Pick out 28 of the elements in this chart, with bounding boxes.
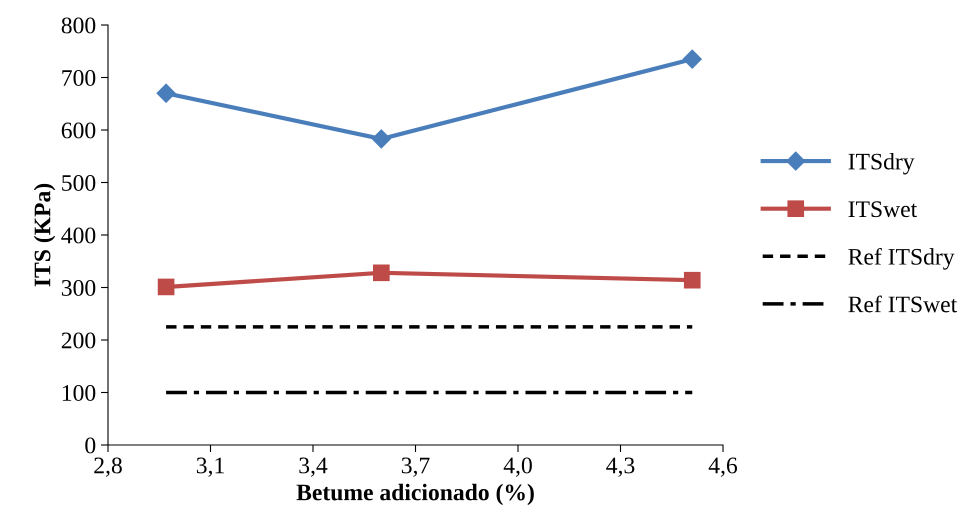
y-tick-label: 800 [62, 17, 96, 34]
point [372, 129, 391, 148]
point [156, 84, 176, 103]
x-tick-label: 3,4 [299, 458, 328, 477]
y-tick-label: 0 [85, 437, 96, 454]
legend-label: Ref ITSwet [848, 296, 958, 312]
point [158, 278, 174, 296]
legend-label: ITSwet [848, 201, 918, 218]
x-axis-title: Betume adicionado (%) [296, 484, 534, 506]
x-tick-label: 3,1 [196, 458, 224, 477]
x-tick-label: 2,8 [94, 457, 122, 477]
y-tick-label: 300 [62, 280, 96, 296]
y-tick-label: 100 [62, 384, 96, 401]
y-tick-label: 600 [62, 122, 96, 138]
y-tick-label: 500 [62, 174, 96, 191]
point [373, 264, 390, 282]
y-tick-label: 200 [62, 332, 96, 348]
legend-label: ITSdry [848, 152, 914, 174]
x-tick-label: 4,0 [504, 457, 532, 477]
x-tick-label: 4,6 [708, 458, 738, 477]
legend-label: Ref ITSdry [848, 248, 954, 270]
point [682, 50, 702, 69]
x-tick-label: 4,3 [606, 458, 634, 477]
y-axis-title: ITS (KPa) [34, 184, 56, 286]
y-tick-label: 700 [62, 70, 96, 86]
y-tick-label: 400 [61, 227, 96, 244]
point [684, 272, 701, 288]
x-tick-label: 3,7 [402, 458, 430, 477]
